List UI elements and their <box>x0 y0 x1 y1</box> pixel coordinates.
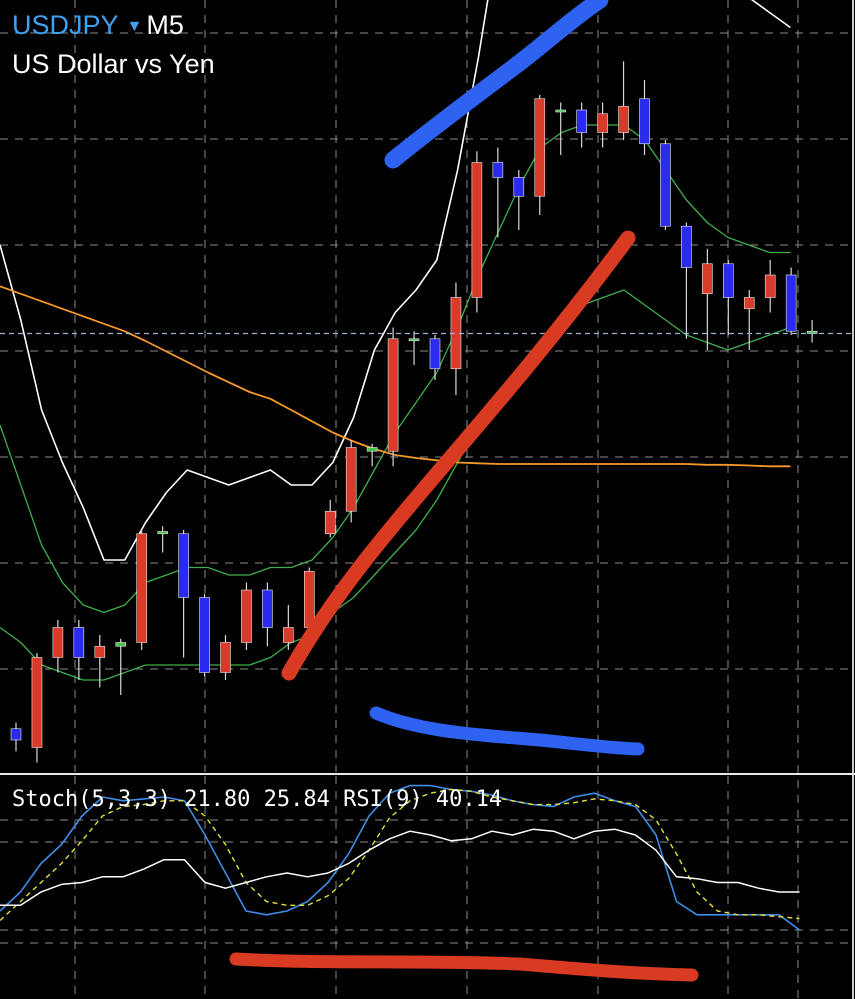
candle-body <box>513 177 525 197</box>
candle-body <box>115 642 127 647</box>
candle <box>262 582 273 647</box>
hand-drawn-annotations <box>229 0 699 982</box>
candle-body <box>764 274 776 298</box>
candle <box>324 500 336 538</box>
candle-body <box>429 338 441 370</box>
annotation-blue-stroke-bottom <box>369 706 645 756</box>
candle <box>513 170 525 230</box>
candle <box>576 102 587 148</box>
candle <box>136 530 147 650</box>
annotation-blue-stroke-top <box>384 0 609 169</box>
candle <box>220 635 231 680</box>
candle-body <box>303 570 315 628</box>
symbol-description: US Dollar vs Yen <box>12 49 215 79</box>
candle <box>806 320 818 343</box>
candle <box>178 530 189 658</box>
stoch_main-line <box>0 784 800 931</box>
annotation-red-stroke-diagonal <box>281 230 636 681</box>
candle-body <box>324 510 336 535</box>
candle-body <box>743 297 755 310</box>
candle <box>366 443 378 467</box>
symbol-selector[interactable]: USDJPY ▼ M5 <box>12 8 184 47</box>
candle <box>52 620 64 673</box>
candle-body <box>31 657 43 748</box>
candle-body <box>722 263 734 298</box>
bollinger_upper-line <box>0 0 791 561</box>
candle <box>31 653 43 763</box>
rsi-line <box>0 828 800 907</box>
candle <box>743 290 755 350</box>
oscillator-panel <box>0 784 800 931</box>
candle <box>345 440 357 523</box>
candle <box>408 331 420 365</box>
chevron-down-icon[interactable]: ▼ <box>126 18 143 35</box>
candle-body <box>408 338 420 342</box>
candle <box>785 267 797 335</box>
candle-body <box>241 589 252 643</box>
candle-body <box>597 113 608 133</box>
candle-body <box>555 109 567 113</box>
stoch_signal-line <box>0 788 800 922</box>
candle <box>555 102 567 155</box>
candle-body <box>157 531 168 535</box>
candle <box>534 95 546 215</box>
candle-body <box>702 263 713 295</box>
candle-body <box>681 225 692 268</box>
candle-body <box>199 597 210 673</box>
candle <box>618 61 629 140</box>
candle <box>639 80 650 155</box>
moving_average-line <box>0 285 791 468</box>
candle <box>94 635 106 688</box>
candle <box>73 620 85 680</box>
candle <box>702 248 713 350</box>
candle-body <box>345 447 357 512</box>
candlesticks <box>10 61 818 763</box>
candle <box>10 722 22 752</box>
candle-body <box>618 105 629 133</box>
candle <box>199 593 210 677</box>
candle <box>387 327 399 467</box>
candle-body <box>73 627 85 658</box>
candle <box>764 260 776 313</box>
candle-body <box>283 627 294 643</box>
candle <box>429 335 441 380</box>
candle <box>471 151 483 313</box>
candle <box>492 147 504 238</box>
candle-body <box>387 338 399 452</box>
candle-body <box>52 627 64 658</box>
candle-body <box>660 143 671 227</box>
candle-body <box>576 109 587 133</box>
symbol-name[interactable]: USDJPY <box>12 10 119 40</box>
candle <box>157 526 168 553</box>
candle <box>597 102 608 148</box>
timeframe-label[interactable]: M5 <box>146 10 184 40</box>
bollinger_lower-line <box>0 289 791 681</box>
candle-body <box>262 589 273 628</box>
candle-body <box>639 98 650 145</box>
candle <box>115 638 127 695</box>
candle <box>450 282 462 395</box>
candle-body <box>136 533 147 643</box>
candle-body <box>94 645 106 658</box>
annotation-red-stroke-oscillator <box>229 952 699 982</box>
candle <box>660 140 671 230</box>
candle-body <box>534 98 546 197</box>
candle-body <box>492 162 504 178</box>
candle <box>283 605 294 650</box>
candle-body <box>366 447 378 452</box>
candle-body <box>220 642 231 673</box>
candle-body <box>178 533 189 598</box>
candle-body <box>785 274 797 332</box>
candle <box>241 582 252 650</box>
candle-body <box>471 162 483 298</box>
indicator-values-label: Stoch(5,3,3) 21.80 25.84 RSI(9) 40.14 <box>12 787 503 812</box>
candle <box>681 222 692 339</box>
candle-body <box>10 728 22 741</box>
candle <box>722 260 734 335</box>
